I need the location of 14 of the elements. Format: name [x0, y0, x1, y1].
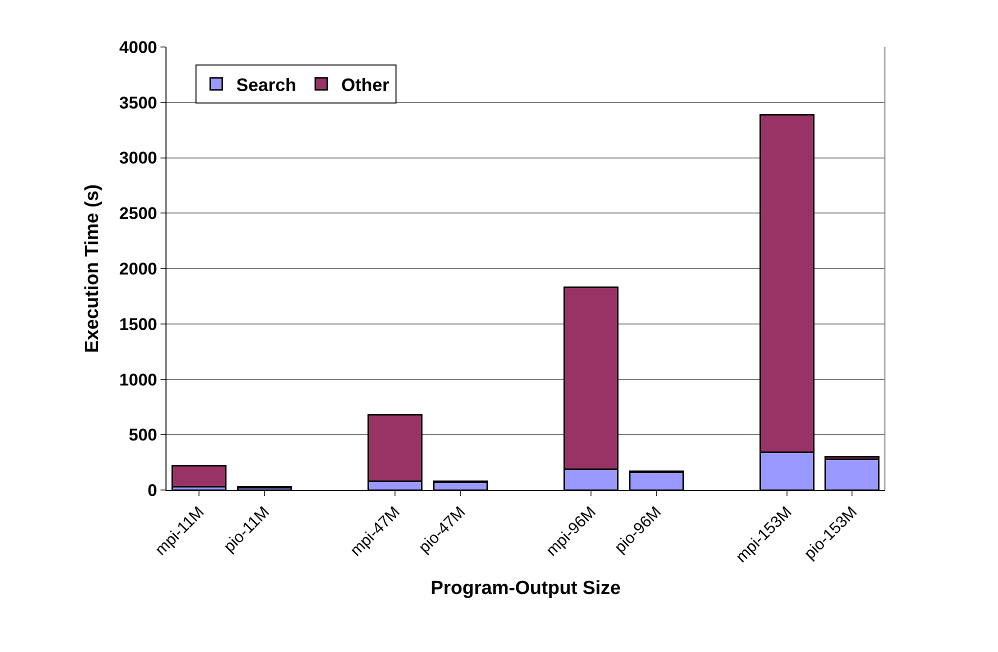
y-axis-title: Execution Time (s) [82, 184, 104, 353]
y-tick-label: 3500 [119, 93, 158, 112]
y-tick-label: 0 [148, 481, 158, 500]
bar [172, 464, 227, 488]
y-tick-label: 500 [128, 426, 158, 445]
legend-label: Search [236, 74, 296, 95]
y-tick-label: 3000 [119, 148, 158, 168]
legend-label: Other [341, 74, 390, 95]
y-tick-label: 1000 [119, 370, 158, 390]
y-tick-label: 1500 [119, 314, 158, 334]
y-tick-label: 2000 [119, 259, 158, 278]
y-tick-label: 2500 [119, 204, 158, 224]
x-axis-title: Program-Output Size [430, 578, 621, 599]
y-tick-label: 4000 [119, 38, 158, 57]
